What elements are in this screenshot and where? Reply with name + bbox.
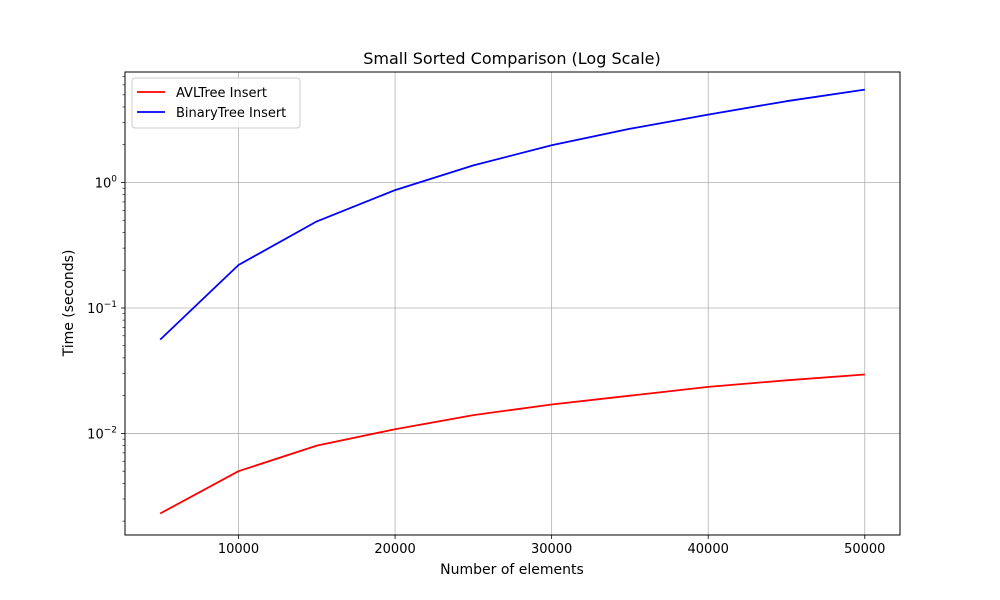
series-line <box>159 88 865 341</box>
chart-title: Small Sorted Comparison (Log Scale) <box>363 49 660 68</box>
legend-label: BinaryTree Insert <box>176 106 286 121</box>
x-axis-label: Number of elements <box>440 562 584 578</box>
y-axis-label: Time (seconds) <box>61 250 77 358</box>
series-lines <box>159 88 865 515</box>
plot-frame <box>124 71 901 536</box>
legend-box <box>131 77 301 129</box>
x-tick-label: 40000 <box>688 542 729 557</box>
series-line <box>159 373 865 515</box>
x-tick-label: 10000 <box>218 542 259 557</box>
legend: AVLTree Insert BinaryTree Insert <box>131 77 301 129</box>
x-tick-label: 20000 <box>374 542 415 557</box>
grid <box>125 72 900 535</box>
x-tick-label: 50000 <box>844 542 885 557</box>
axis-ticks: 10000 20000 30000 40000 50000 10−2 10−1 100 <box>87 76 885 557</box>
y-tick-label: 10−1 <box>87 300 117 317</box>
y-tick-label: 10−2 <box>87 425 117 442</box>
legend-label: AVLTree Insert <box>176 86 267 101</box>
x-tick-label: 30000 <box>531 542 572 557</box>
y-tick-label: 100 <box>95 175 118 192</box>
